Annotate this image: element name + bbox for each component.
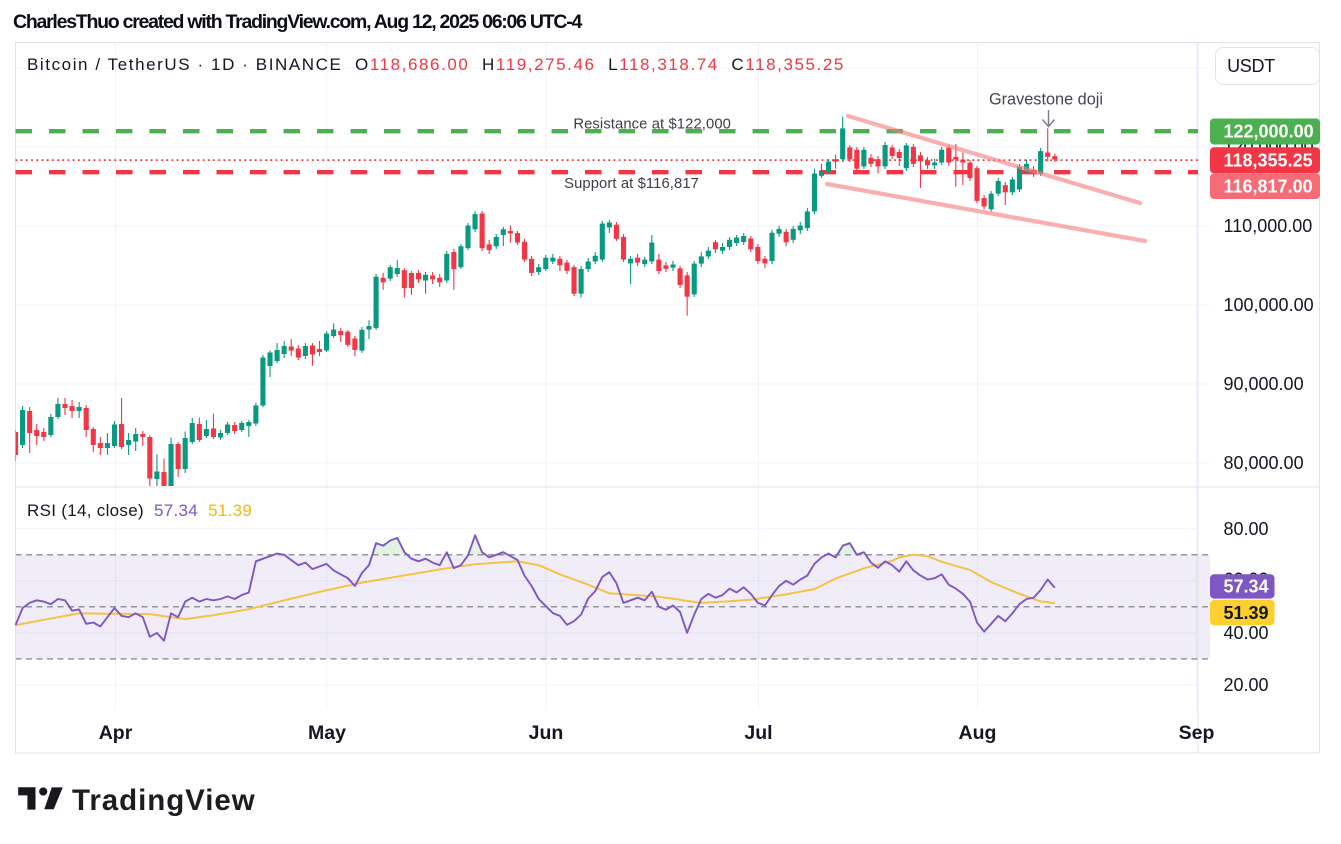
svg-text:40.00: 40.00: [1224, 623, 1269, 643]
svg-text:Resistance at $122,000: Resistance at $122,000: [573, 117, 731, 133]
svg-text:Apr: Apr: [99, 722, 133, 744]
svg-text:Jun: Jun: [529, 722, 564, 744]
svg-text:110,000.00: 110,000.00: [1224, 216, 1313, 236]
svg-text:Sep: Sep: [1179, 722, 1215, 744]
svg-text:51.39: 51.39: [1224, 603, 1269, 623]
svg-text:57.34: 57.34: [1224, 577, 1269, 597]
svg-text:Jul: Jul: [744, 722, 772, 744]
svg-text:122,000.00: 122,000.00: [1224, 122, 1314, 142]
svg-text:20.00: 20.00: [1224, 675, 1269, 695]
svg-text:100,000.00: 100,000.00: [1224, 295, 1314, 315]
svg-text:May: May: [308, 722, 346, 744]
svg-text:90,000.00: 90,000.00: [1224, 374, 1304, 394]
svg-text:TradingView: TradingView: [72, 785, 256, 817]
svg-text:118,355.25: 118,355.25: [1224, 151, 1313, 171]
svg-text:Gravestone doji: Gravestone doji: [989, 91, 1103, 109]
svg-text:Aug: Aug: [959, 722, 997, 744]
svg-text:80,000.00: 80,000.00: [1224, 453, 1304, 473]
svg-text:116,817.00: 116,817.00: [1224, 176, 1313, 196]
svg-text:Support at $116,817: Support at $116,817: [564, 176, 699, 192]
svg-text:80.00: 80.00: [1224, 519, 1269, 539]
